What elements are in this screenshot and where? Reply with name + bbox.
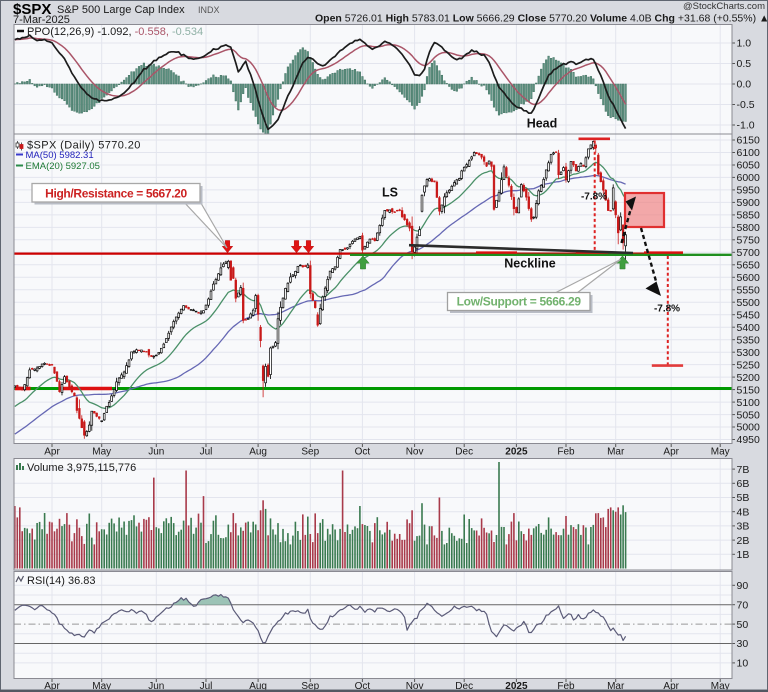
svg-text:5650: 5650 [737,260,761,272]
svg-text:Volume 3,975,115,776: Volume 3,975,115,776 [27,462,136,474]
svg-text:Dec: Dec [455,447,473,458]
svg-text:LS: LS [382,186,398,200]
svg-text:Jul: Jul [200,447,213,458]
svg-text:5850: 5850 [737,210,761,222]
svg-text:Neckline: Neckline [504,257,555,271]
svg-text:1.0: 1.0 [737,38,752,50]
svg-text:Apr: Apr [44,447,60,458]
svg-text:7B: 7B [737,464,750,476]
svg-text:Oct: Oct [355,447,371,458]
svg-text:Aug: Aug [249,681,267,692]
svg-text:-0.5: -0.5 [737,99,755,111]
svg-text:Head: Head [527,117,558,131]
svg-text:7-Mar-2025: 7-Mar-2025 [13,14,70,26]
svg-text:5950: 5950 [737,185,761,197]
svg-text:Aug: Aug [249,447,267,458]
svg-text:Nov: Nov [406,447,424,458]
svg-text:2025: 2025 [505,681,528,692]
svg-text:RSI(14) 36.83: RSI(14) 36.83 [27,575,95,587]
svg-text:-7.8%: -7.8% [581,192,607,203]
svg-text:May: May [92,447,111,458]
svg-text:Mar: Mar [607,447,625,458]
svg-text:6000: 6000 [737,172,761,184]
svg-text:May: May [711,681,730,692]
svg-text:Apr: Apr [663,681,679,692]
svg-text:6150: 6150 [737,135,761,147]
svg-text:Jul: Jul [200,681,213,692]
svg-text:70: 70 [737,599,749,611]
svg-text:$SPX (Daily) 5770.20: $SPX (Daily) 5770.20 [27,140,141,152]
svg-text:Jun: Jun [148,681,164,692]
svg-text:5000: 5000 [737,422,761,434]
svg-text:5600: 5600 [737,272,761,284]
svg-text:5250: 5250 [737,359,761,371]
svg-text:5B: 5B [737,492,750,504]
svg-text:2025: 2025 [505,447,528,458]
svg-text:Oct: Oct [355,681,371,692]
svg-text:Jun: Jun [148,447,164,458]
svg-text:6100: 6100 [737,147,761,159]
svg-text:5300: 5300 [737,347,761,359]
svg-text:4B: 4B [737,506,750,518]
svg-text:Open 5726.01 High 5783.01 Lo: Open 5726.01 High 5783.01 Low 5666.29 Cl… [315,13,768,25]
svg-text:PPO(12,26,9) -1.092, -0.558, -: PPO(12,26,9) -1.092, -0.558, -0.534 [27,26,203,38]
svg-text:5450: 5450 [737,309,761,321]
svg-text:Dec: Dec [455,681,473,692]
svg-text:5500: 5500 [737,297,761,309]
svg-text:0.5: 0.5 [737,58,752,70]
svg-text:Low/Support = 5666.29: Low/Support = 5666.29 [457,295,582,309]
svg-text:5800: 5800 [737,222,761,234]
svg-text:10: 10 [737,658,749,670]
svg-text:Sep: Sep [301,681,319,692]
svg-text:5050: 5050 [737,409,761,421]
svg-text:1B: 1B [737,549,750,561]
svg-text:High/Resistance = 5667.20: High/Resistance = 5667.20 [45,187,187,201]
svg-text:INDX: INDX [198,5,220,15]
svg-text:5700: 5700 [737,247,761,259]
svg-text:5200: 5200 [737,372,761,384]
svg-text:6050: 6050 [737,160,761,172]
svg-text:EMA(20) 5927.05: EMA(20) 5927.05 [26,161,100,172]
svg-text:5750: 5750 [737,235,761,247]
svg-text:-1.0: -1.0 [737,120,755,132]
svg-text:Apr: Apr [44,681,60,692]
svg-text:5550: 5550 [737,285,761,297]
svg-text:$SPX: $SPX [13,1,51,18]
svg-text:5350: 5350 [737,334,761,346]
svg-text:Apr: Apr [663,447,679,458]
svg-text:5900: 5900 [737,197,761,209]
svg-text:5150: 5150 [737,384,761,396]
svg-text:4950: 4950 [737,434,761,446]
svg-text:3B: 3B [737,521,750,533]
svg-text:Feb: Feb [557,447,575,458]
svg-text:0.0: 0.0 [737,79,752,91]
svg-text:MA(50) 5982.31: MA(50) 5982.31 [26,150,94,161]
svg-text:Mar: Mar [607,681,625,692]
svg-text:6B: 6B [737,478,750,490]
svg-text:50: 50 [737,619,749,631]
svg-text:5400: 5400 [737,322,761,334]
svg-text:Feb: Feb [557,681,575,692]
svg-text:S&P 500 Large Cap Index: S&P 500 Large Cap Index [57,4,185,16]
svg-text:May: May [92,681,111,692]
svg-text:-7.8%: -7.8% [654,304,680,315]
svg-text:May: May [711,447,730,458]
svg-text:5100: 5100 [737,397,761,409]
svg-text:90: 90 [737,580,749,592]
svg-text:@StockCharts.com: @StockCharts.com [683,1,765,12]
svg-text:Sep: Sep [301,447,319,458]
svg-text:2B: 2B [737,535,750,547]
svg-text:30: 30 [737,638,749,650]
svg-text:Nov: Nov [406,681,424,692]
